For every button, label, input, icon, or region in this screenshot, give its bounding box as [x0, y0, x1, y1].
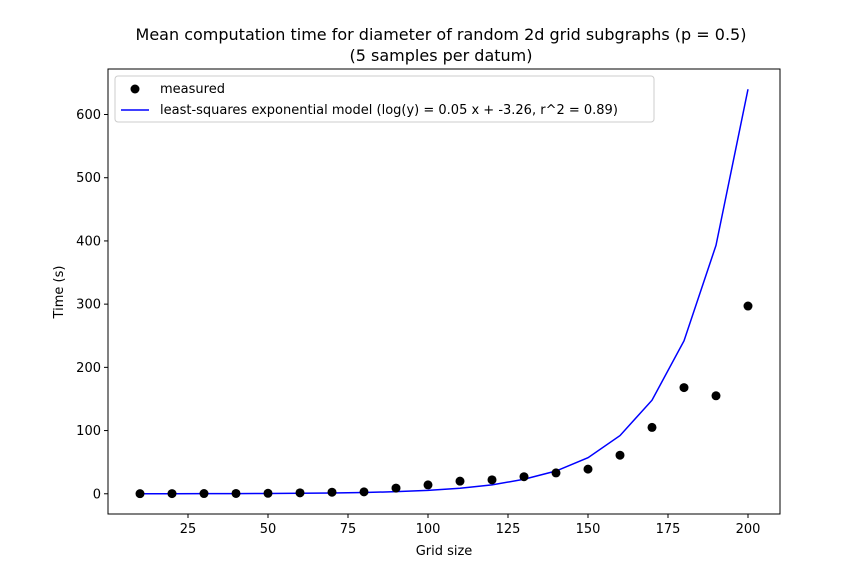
- y-tick-label: 300: [76, 298, 101, 313]
- y-tick-label: 400: [76, 234, 101, 249]
- y-tick-label: 600: [76, 108, 101, 123]
- data-point-measured: [679, 383, 689, 393]
- x-axis-label: Grid size: [416, 544, 473, 559]
- data-point-measured: [167, 489, 177, 499]
- chart-subtitle: (5 samples per datum): [350, 46, 533, 65]
- data-point-measured: [551, 468, 561, 478]
- data-point-measured: [423, 480, 433, 490]
- data-point-measured: [711, 391, 721, 401]
- chart-title: Mean computation time for diameter of ra…: [136, 25, 747, 44]
- data-point-measured: [263, 488, 273, 498]
- y-tick-label: 500: [76, 171, 101, 186]
- legend-label-model: least-squares exponential model (log(y) …: [160, 103, 618, 118]
- x-tick-label: 50: [260, 522, 277, 537]
- data-point-measured: [455, 476, 465, 486]
- data-point-measured: [135, 489, 145, 499]
- data-point-measured: [327, 487, 337, 497]
- data-point-measured: [199, 489, 209, 499]
- legend-marker-measured: [130, 84, 140, 94]
- legend-box: [114, 75, 655, 123]
- data-point-measured: [647, 422, 657, 432]
- x-tick-label: 200: [736, 522, 761, 537]
- data-point-measured: [487, 475, 497, 485]
- x-tick-label: 175: [656, 522, 681, 537]
- plot-content: [135, 89, 753, 499]
- legend-label-measured: measured: [160, 82, 225, 97]
- y-tick-label: 200: [76, 361, 101, 376]
- data-point-measured: [295, 488, 305, 498]
- y-axis-ticks: 0 100 200 300 400 500 600: [76, 108, 108, 502]
- data-point-measured: [359, 487, 369, 497]
- x-tick-label: 75: [340, 522, 357, 537]
- y-tick-label: 0: [93, 487, 101, 502]
- data-point-measured: [743, 301, 753, 311]
- data-point-measured: [615, 450, 625, 460]
- legend: measured least-squares exponential model…: [114, 75, 655, 123]
- data-point-measured: [231, 488, 241, 498]
- x-tick-label: 150: [576, 522, 601, 537]
- x-axis-ticks: 25 50 75 100 125 150 175 200: [180, 514, 761, 537]
- data-point-measured: [583, 464, 593, 474]
- data-point-measured: [391, 483, 401, 493]
- y-tick-label: 100: [76, 424, 101, 439]
- x-tick-label: 125: [496, 522, 521, 537]
- plot-area: [107, 68, 781, 515]
- y-axis-label: Time (s): [52, 266, 67, 320]
- x-tick-label: 25: [180, 522, 197, 537]
- series-line-model: [139, 89, 749, 495]
- data-point-measured: [519, 472, 529, 482]
- x-tick-label: 100: [416, 522, 441, 537]
